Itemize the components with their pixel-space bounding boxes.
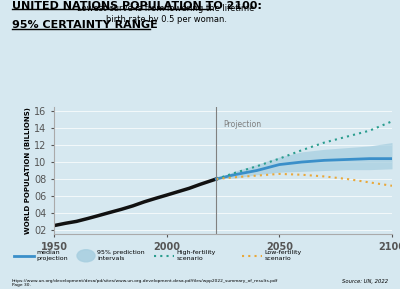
Text: https://www.un.org/development/desa/pd/sites/www.un.org.development.desa.pd/file: https://www.un.org/development/desa/pd/s… [12, 279, 278, 288]
Y-axis label: WORLD POPULATION (BILLIONS): WORLD POPULATION (BILLIONS) [25, 107, 31, 234]
Text: 95% CERTAINTY RANGE: 95% CERTAINTY RANGE [12, 20, 158, 30]
Text: 95% prediction
intervals: 95% prediction intervals [97, 250, 145, 261]
Text: High-fertility
scenario: High-fertility scenario [177, 250, 216, 261]
Text: median
projection: median projection [37, 250, 68, 261]
Text: Low-fertility
scenario: Low-fertility scenario [265, 250, 302, 261]
Text: Projection: Projection [223, 120, 261, 129]
Text: Source: UN, 2022: Source: UN, 2022 [342, 279, 388, 284]
Text: UNITED NATIONS POPULATION TO 2100:: UNITED NATIONS POPULATION TO 2100: [12, 1, 262, 12]
Text: Lowest curve is from lowering the lifetime
birth rate by 0.5 per woman.: Lowest curve is from lowering the lifeti… [77, 4, 255, 24]
